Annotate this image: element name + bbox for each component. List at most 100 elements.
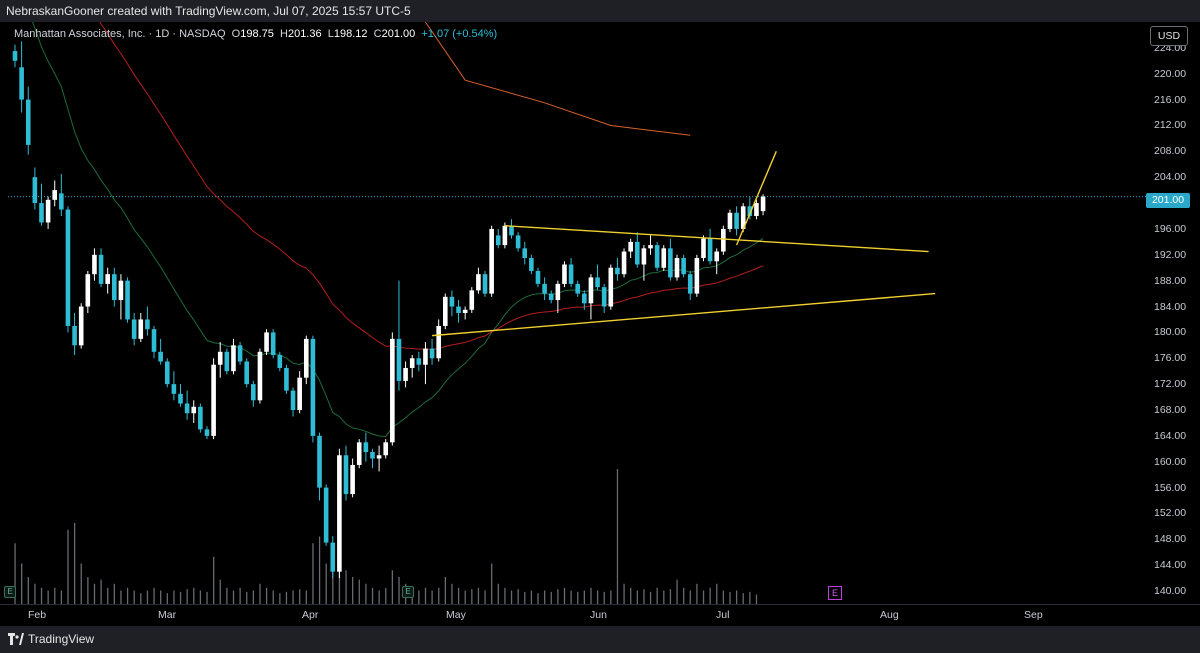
candle-body xyxy=(343,455,349,495)
candle-body xyxy=(211,364,216,436)
volume-bar xyxy=(749,591,751,604)
volume-bar xyxy=(596,590,599,604)
legend-open: 198.75 xyxy=(240,28,274,40)
volume-bar xyxy=(471,589,473,604)
volume-bar xyxy=(398,577,400,604)
price-chart[interactable] xyxy=(8,22,1146,604)
candle-body xyxy=(85,274,91,307)
price-tick-label: 212.00 xyxy=(1154,119,1187,132)
volume-bar xyxy=(550,591,552,604)
candle-body xyxy=(390,338,395,443)
legend-high: 201.36 xyxy=(287,28,322,40)
volume-bar xyxy=(352,577,354,604)
volume-bar xyxy=(126,587,129,604)
candle-body xyxy=(138,319,144,339)
volume-bar xyxy=(146,590,149,604)
earnings-marker-upcoming[interactable]: E xyxy=(828,586,842,600)
candle-body xyxy=(747,206,753,216)
volume-bar xyxy=(113,583,115,604)
time-tick-label: Sep xyxy=(1024,609,1043,621)
earnings-marker-feb[interactable]: E xyxy=(4,586,16,598)
volume-bar xyxy=(391,570,394,604)
volume-bar xyxy=(491,563,493,604)
candle-body xyxy=(217,351,223,365)
candle-body xyxy=(634,241,640,265)
candle-body xyxy=(164,361,170,385)
volume-bar xyxy=(305,590,307,604)
legend-low-label: L xyxy=(327,28,334,40)
volume-bar xyxy=(530,590,533,604)
volume-bar xyxy=(173,590,175,604)
legend-symbol: Manhattan Associates, Inc. · 1D · NASDAQ xyxy=(14,28,226,40)
ema-mid-line xyxy=(99,22,764,350)
volume-bar xyxy=(186,589,188,604)
last-price-label: 201.00 xyxy=(1146,193,1190,208)
candle-body xyxy=(32,177,38,204)
volume-bar xyxy=(603,591,605,604)
volume-bar xyxy=(497,583,499,604)
volume-bar xyxy=(484,590,486,604)
volume-bar xyxy=(510,590,513,604)
candle-body xyxy=(39,203,44,223)
time-tick-label: Aug xyxy=(880,609,899,621)
volume-bar xyxy=(524,591,526,604)
candle-body xyxy=(72,325,77,346)
currency-button[interactable]: USD xyxy=(1150,26,1188,46)
volume-bar xyxy=(517,589,519,604)
volume-bar xyxy=(643,589,645,604)
volume-bar xyxy=(21,563,23,604)
time-axis[interactable]: Feb Mar Apr May Jun Jul Aug Sep xyxy=(0,604,1200,627)
candle-body xyxy=(555,283,561,301)
candle-body xyxy=(727,212,733,229)
candle-body xyxy=(502,225,508,246)
volume-bar xyxy=(93,583,96,604)
price-axis[interactable]: 224.00220.00216.00212.00208.00204.00200.… xyxy=(1146,22,1200,604)
time-tick-label: Jun xyxy=(590,609,607,621)
price-tick-label: 184.00 xyxy=(1154,300,1187,313)
candle-body xyxy=(608,267,614,307)
volume-bar xyxy=(623,583,625,604)
time-tick-label: May xyxy=(446,609,466,621)
time-tick-label: Feb xyxy=(28,609,47,621)
candle-body xyxy=(582,293,587,304)
candle-body xyxy=(701,238,706,259)
volume-bar xyxy=(669,589,672,604)
candle-body xyxy=(363,442,369,453)
legend-open-label: O xyxy=(231,28,241,40)
volume-bar xyxy=(358,579,360,604)
candle-body xyxy=(621,251,627,275)
volume-bar xyxy=(259,583,261,604)
candle-body xyxy=(429,348,435,359)
volume-bar xyxy=(630,587,632,604)
candle-body xyxy=(515,235,521,249)
candle-body xyxy=(449,296,455,307)
volume-bar xyxy=(702,590,705,604)
price-tick-label: 196.00 xyxy=(1154,222,1187,235)
price-tick-label: 216.00 xyxy=(1154,93,1187,106)
candle-body xyxy=(628,241,633,252)
volume-bar xyxy=(226,587,228,604)
volume-bar xyxy=(709,587,711,604)
volume-bar xyxy=(537,593,539,604)
candle-body xyxy=(105,274,110,284)
volume-bar xyxy=(563,587,566,604)
candle-body xyxy=(754,203,759,216)
candle-body xyxy=(25,99,31,145)
chart-pane[interactable] xyxy=(8,22,1146,604)
candle-body xyxy=(760,196,766,212)
volume-bar xyxy=(431,590,433,604)
candle-body xyxy=(721,228,726,252)
candle-body xyxy=(668,248,673,278)
candle-body xyxy=(310,338,316,436)
candle-body xyxy=(476,274,481,291)
earnings-marker-apr[interactable]: E xyxy=(402,586,414,598)
candle-body xyxy=(383,442,389,456)
candle-body xyxy=(65,209,71,326)
volume-bar xyxy=(265,587,268,604)
candle-body xyxy=(184,403,190,414)
footer-brand: TradingView xyxy=(28,632,95,646)
candle-body xyxy=(171,384,177,394)
candle-body xyxy=(462,309,468,313)
attribution-bar: NebraskanGooner created with TradingView… xyxy=(0,0,1200,22)
candle-body xyxy=(575,283,580,294)
